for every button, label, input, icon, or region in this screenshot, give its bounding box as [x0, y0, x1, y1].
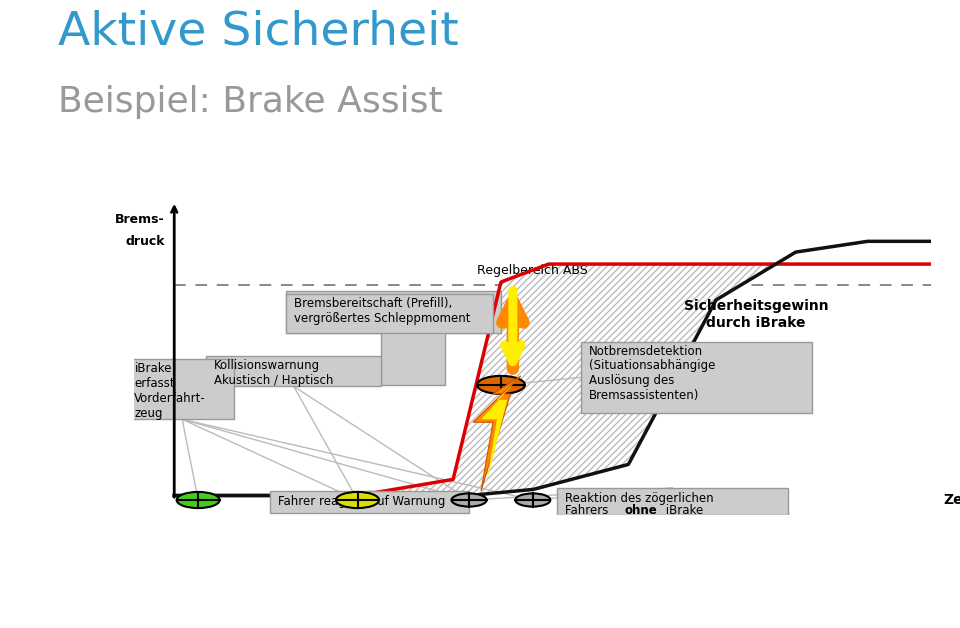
Text: Bremsassistenten): Bremsassistenten) [588, 389, 699, 403]
Text: iBrake
erfasst
Vorderfahrt-
zeug: iBrake erfasst Vorderfahrt- zeug [134, 362, 206, 420]
Text: Fahrers: Fahrers [564, 504, 612, 517]
FancyBboxPatch shape [557, 488, 788, 515]
Circle shape [451, 494, 487, 507]
FancyBboxPatch shape [286, 294, 493, 333]
Text: Brems-: Brems- [115, 213, 165, 226]
Text: Auslösung des: Auslösung des [588, 374, 674, 387]
FancyBboxPatch shape [581, 342, 812, 413]
Circle shape [336, 492, 379, 508]
Text: Aktive Sicherheit: Aktive Sicherheit [58, 9, 458, 55]
Circle shape [477, 376, 525, 394]
Text: Kollisionswarnung: Kollisionswarnung [214, 359, 321, 372]
Text: druck: druck [125, 236, 165, 248]
Text: Reaktion des zögerlichen: Reaktion des zögerlichen [564, 492, 713, 505]
FancyBboxPatch shape [206, 357, 381, 386]
Text: Beispiel: Brake Assist: Beispiel: Brake Assist [58, 85, 443, 119]
Text: Sicherheitsgewinn
durch iBrake: Sicherheitsgewinn durch iBrake [684, 300, 828, 330]
Polygon shape [481, 382, 516, 482]
Text: iBrake: iBrake [661, 504, 703, 517]
Text: Notbremsdetektion: Notbremsdetektion [588, 345, 703, 357]
Text: Fahrer reagiert auf Warnung: Fahrer reagiert auf Warnung [277, 495, 445, 507]
Circle shape [516, 494, 550, 507]
Text: (Situationsabhängige: (Situationsabhängige [588, 359, 715, 372]
Text: ohne: ohne [624, 504, 658, 517]
Polygon shape [473, 376, 521, 491]
Text: Akustisch / Haptisch: Akustisch / Haptisch [214, 374, 333, 387]
Polygon shape [286, 291, 501, 385]
FancyBboxPatch shape [127, 359, 234, 420]
FancyBboxPatch shape [270, 491, 469, 514]
Circle shape [177, 492, 220, 508]
Text: Regelbereich ABS: Regelbereich ABS [477, 264, 588, 277]
Text: Zeit: Zeit [943, 493, 960, 507]
Text: Bremsbereitschaft (Prefill),
vergrößertes Schleppmoment: Bremsbereitschaft (Prefill), vergrößerte… [294, 296, 470, 325]
